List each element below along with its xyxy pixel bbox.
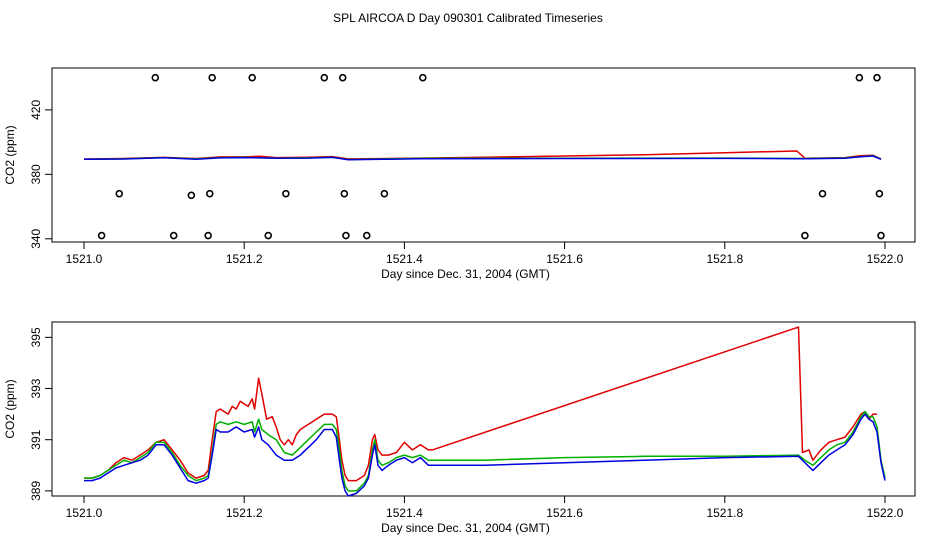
flag-point-marker [875, 189, 884, 198]
x-tick-label: 1521.0 [66, 506, 103, 520]
flag-point-marker [818, 189, 827, 198]
flag-point-marker [115, 189, 124, 198]
flag-point-marker [380, 189, 389, 198]
x-tick-label: 1521.6 [546, 252, 583, 266]
x-tick-label: 1521.4 [386, 506, 423, 520]
y-tick-label: 420 [29, 100, 43, 120]
flag-point-marker [282, 189, 290, 198]
flag-point-marker [248, 73, 257, 82]
flag-point-marker [362, 231, 371, 240]
x-tick-label: 1521.8 [706, 252, 743, 266]
y-tick-label: 389 [29, 481, 43, 501]
plot-frame [51, 67, 916, 243]
flag-point-marker [204, 231, 212, 240]
x-axis-label: Day since Dec. 31, 2004 (GMT) [381, 521, 550, 535]
y-axis-label: CO2 (ppm) [3, 125, 17, 184]
flag-point-marker [208, 73, 216, 82]
flag-point-marker [873, 73, 881, 82]
lower-panel: 1521.0 1521.2 1521.4 1521.6 1521.8 1522.0 389 3… [3, 321, 916, 535]
series-line-green [84, 410, 886, 492]
x-tick-label: 1521.6 [546, 506, 583, 520]
chart-title: SPL AIRCOA D Day 090301 Calibrated Times… [333, 11, 603, 25]
flag-point-marker [264, 231, 273, 240]
y-axis-label: CO2 (ppm) [3, 379, 17, 438]
x-tick-label: 1521.2 [226, 252, 263, 266]
series-line-red [84, 326, 877, 482]
x-axis-label: Day since Dec. 31, 2004 (GMT) [381, 267, 550, 281]
y-tick-label: 391 [29, 429, 43, 449]
series-line-blue [84, 413, 886, 497]
x-tick-label: 1521.4 [386, 252, 423, 266]
flag-point-marker [340, 189, 349, 198]
flag-point-marker [97, 231, 106, 240]
flag-point-marker [419, 73, 427, 82]
flag-point-marker [205, 189, 214, 198]
upper-panel: 1521.0 1521.2 1521.4 1521.6 1521.8 1522.0 340 3… [3, 67, 916, 281]
x-tick-label: 1521.0 [66, 252, 103, 266]
flag-point-marker [855, 73, 864, 82]
flag-point-marker [151, 73, 160, 82]
y-tick-label: 380 [29, 164, 43, 184]
flag-point-marker [342, 231, 350, 240]
x-tick-label: 1521.8 [706, 506, 743, 520]
plot-frame [51, 321, 916, 497]
x-tick-label: 1521.2 [226, 506, 263, 520]
x-tick-label: 1522.0 [867, 252, 904, 266]
y-tick-label: 395 [29, 327, 43, 347]
x-tick-label: 1522.0 [867, 506, 904, 520]
y-tick-label: 393 [29, 378, 43, 398]
series-line-blue [83, 155, 882, 161]
flag-point-marker [320, 73, 329, 82]
flag-point-marker [338, 73, 347, 82]
flag-point-marker [877, 231, 885, 240]
flag-point-marker [801, 231, 809, 240]
flag-point-marker [169, 231, 178, 240]
flag-point-marker [187, 191, 196, 200]
y-tick-label: 340 [29, 228, 43, 248]
